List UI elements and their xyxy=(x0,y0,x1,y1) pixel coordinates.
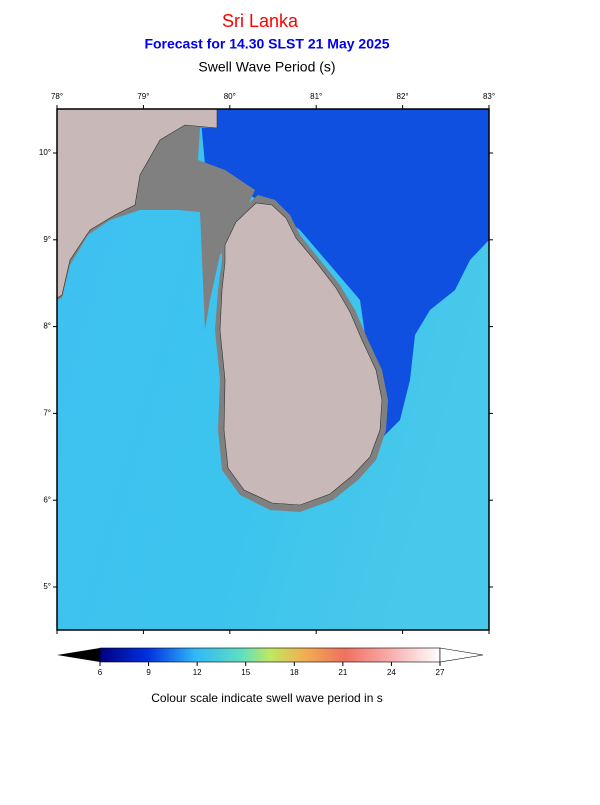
lon-tick-label: 79° xyxy=(137,92,149,101)
map-frame xyxy=(56,108,490,631)
lat-tick-label: 6° xyxy=(43,495,51,504)
lat-tick-label: 7° xyxy=(43,409,51,418)
lat-tick-label: 5° xyxy=(43,582,51,591)
lat-tick-label: 8° xyxy=(43,322,51,331)
india-land xyxy=(56,108,218,299)
lat-tick-label: 9° xyxy=(43,235,51,244)
colorbar-tick-label: 6 xyxy=(98,668,103,677)
colorbar-high-end xyxy=(439,647,484,663)
colorbar-tick-label: 27 xyxy=(436,668,445,677)
colorbar-tick-label: 24 xyxy=(387,668,396,677)
colorbar-caption: Colour scale indicate swell wave period … xyxy=(151,691,382,705)
colorbar-tick-label: 15 xyxy=(241,668,250,677)
colorbar-low-end xyxy=(57,648,100,662)
colorbar xyxy=(57,647,484,663)
colorbar-tick-label: 18 xyxy=(290,668,299,677)
lon-tick-label: 83° xyxy=(483,92,495,101)
lon-tick-label: 81° xyxy=(310,92,322,101)
map-area xyxy=(56,108,490,631)
lon-tick-label: 80° xyxy=(224,92,236,101)
subtitle: Forecast for 14.30 SLST 21 May 2025 xyxy=(144,36,389,52)
lon-tick-label: 78° xyxy=(51,92,63,101)
deep-blue-sea xyxy=(200,109,489,440)
variable-label: Swell Wave Period (s) xyxy=(198,59,335,75)
colorbar-tick-label: 12 xyxy=(193,668,202,677)
colorbar-tick-label: 21 xyxy=(338,668,347,677)
title: Sri Lanka xyxy=(222,11,299,31)
sri-lanka-land xyxy=(219,202,383,506)
lat-tick-label: 10° xyxy=(39,148,51,157)
lon-tick-label: 82° xyxy=(397,92,409,101)
colorbar-scale xyxy=(99,647,441,663)
colorbar-tick-label: 9 xyxy=(146,668,151,677)
